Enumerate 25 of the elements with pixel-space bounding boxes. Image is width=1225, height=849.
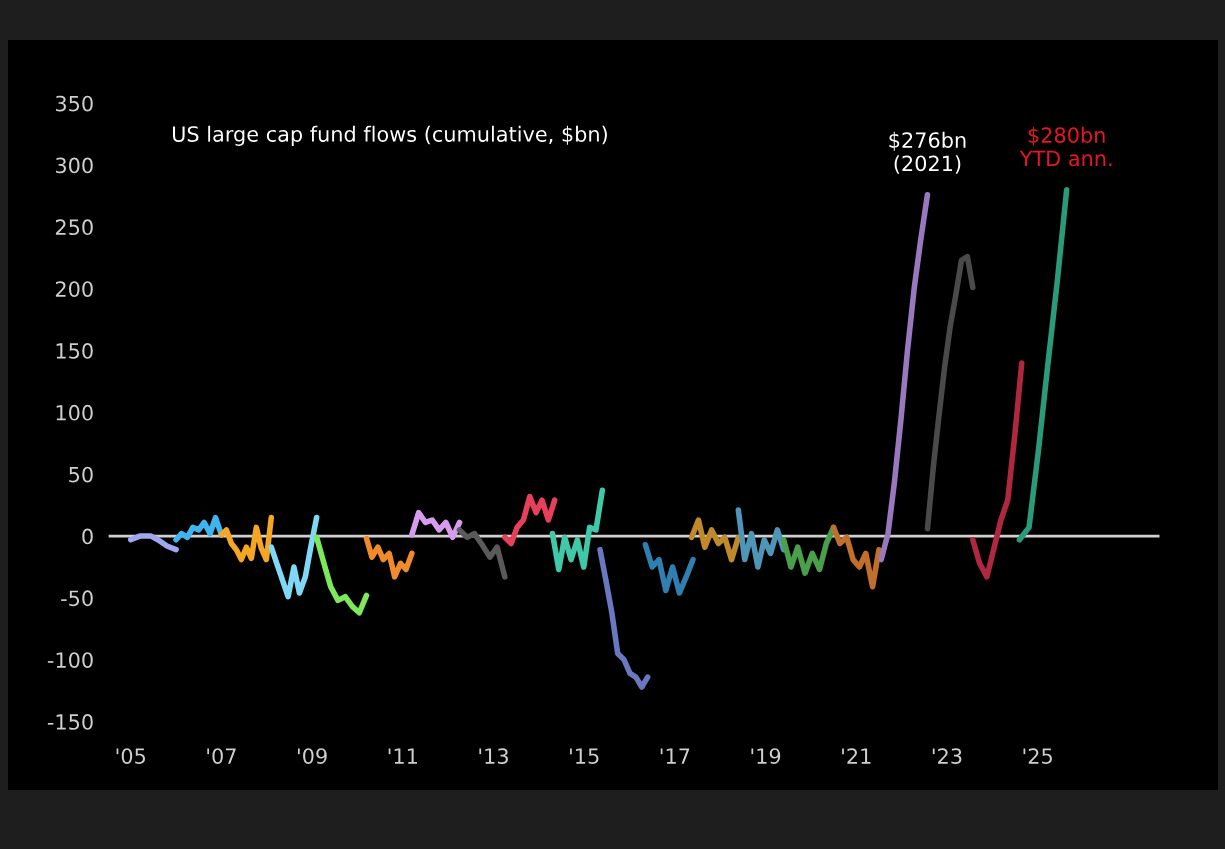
x-tick-label: '25 <box>1023 748 1052 764</box>
y-tick-label: -50 <box>61 590 93 607</box>
x-tick-label: '09 <box>297 748 327 764</box>
x-tick-label: '23 <box>932 748 962 764</box>
y-tick-label: 150 <box>56 343 93 359</box>
y-tick-label: 200 <box>55 281 93 297</box>
x-tick-label: '11 <box>388 748 417 764</box>
x-tick-label: '21 <box>842 748 871 764</box>
y-tick-label: -150 <box>47 714 93 730</box>
y-tick-label: 0 <box>82 528 93 545</box>
y-tick-label: 50 <box>69 466 93 483</box>
x-tick-label: '17 <box>660 748 690 764</box>
text: US large cap fund flows (cumulative, $bn) <box>172 125 607 146</box>
x-tick-label: '05 <box>116 748 146 764</box>
y-tick-label: 100 <box>56 404 93 421</box>
y-tick-label: -100 <box>47 652 93 668</box>
y-tick-label: 350 <box>55 95 93 112</box>
x-tick-label: '07 <box>207 748 236 764</box>
y-tick-label: 250 <box>55 219 93 236</box>
x-tick-label: '13 <box>479 748 508 764</box>
x-tick-label: '15 <box>570 748 599 764</box>
y-tick-label: 300 <box>55 157 93 174</box>
annotation: $280bn YTD ann. <box>1019 126 1112 167</box>
x-tick-label: '19 <box>751 748 781 764</box>
annotation: $276bn (2021) <box>889 131 966 174</box>
